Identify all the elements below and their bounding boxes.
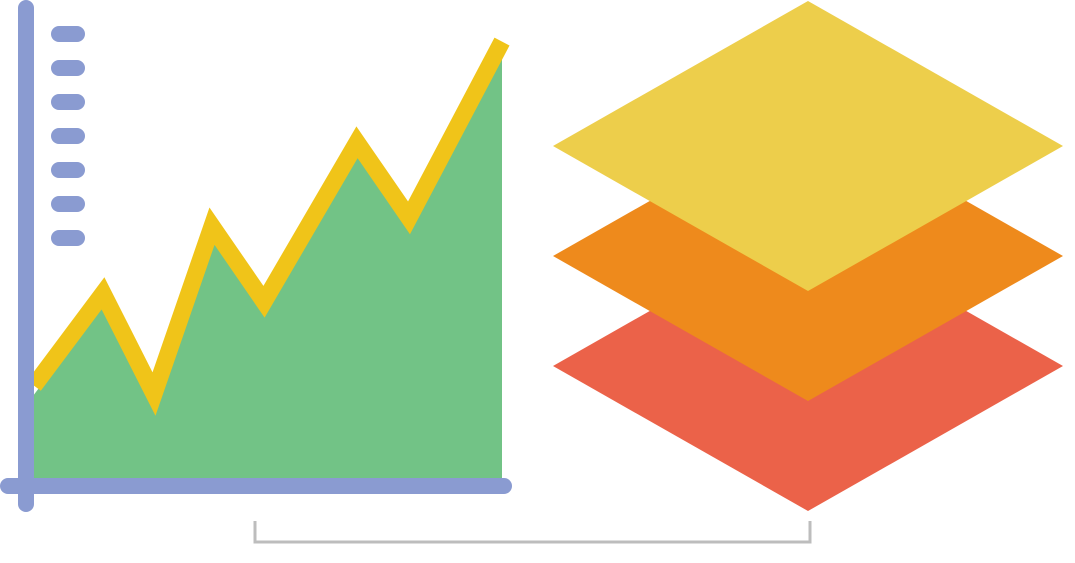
stacked-layers-icon xyxy=(553,1,1063,511)
area-chart-icon xyxy=(0,0,512,512)
bracket-connector xyxy=(253,521,812,544)
chart-area-fill xyxy=(34,50,502,478)
chart-y-ticks xyxy=(51,26,85,246)
chart-series-line xyxy=(27,37,510,416)
layer-top xyxy=(553,1,1063,291)
